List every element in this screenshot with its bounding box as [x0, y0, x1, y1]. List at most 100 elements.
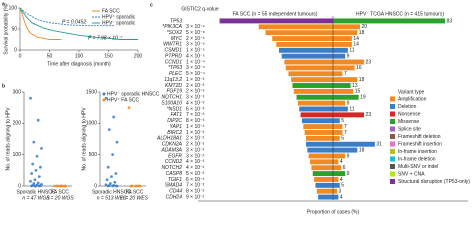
- bar: [333, 135, 340, 141]
- legend-label: In-frame insertion: [398, 149, 437, 155]
- data-point: [113, 180, 117, 184]
- column-header: GISTIC2 q-value: [181, 6, 218, 12]
- value-label: 5: [341, 183, 344, 189]
- value-label: 4: [340, 159, 343, 165]
- data-point: [31, 162, 35, 166]
- gene-label: ALDH18A1: [156, 136, 182, 142]
- legend-swatch: [390, 126, 395, 132]
- bar: [304, 130, 333, 135]
- panel-label: c: [150, 2, 153, 8]
- bar: [292, 83, 333, 88]
- value-label: 9: [347, 153, 350, 159]
- q-value: 4 × 10⁻⁵: [186, 53, 205, 59]
- data-point: [58, 184, 62, 188]
- legend-label: Nonsense: [398, 111, 421, 117]
- legend-label: Frameshift insertion: [398, 141, 442, 147]
- legend-swatch: [390, 164, 395, 169]
- x-tick-note: n = 20 WGS: [46, 195, 74, 201]
- bar: [333, 83, 351, 88]
- value-label: 18: [359, 30, 365, 36]
- gene-label: CD44: [169, 189, 182, 195]
- bar: [291, 77, 333, 83]
- q-value: 2 × 10⁻²: [186, 136, 205, 142]
- data-point: [34, 168, 38, 172]
- legend-label: Frameshift deletion: [398, 134, 441, 140]
- data-point: [114, 184, 118, 188]
- legend-swatch: [390, 171, 395, 177]
- data-point: [107, 128, 111, 132]
- y-tick-label: 1000: [86, 121, 97, 127]
- data-point: [40, 147, 43, 150]
- data-point: [134, 184, 138, 188]
- legend-label: Splice site: [398, 126, 421, 132]
- value-label: 14: [353, 36, 359, 42]
- q-value: 8 × 10⁻³: [186, 118, 205, 124]
- bar: [308, 153, 333, 159]
- x-tick-label: FA SCC: [51, 189, 69, 195]
- bar: [296, 94, 333, 100]
- bar: [318, 194, 333, 200]
- bar: [333, 30, 358, 36]
- value-label: 19: [360, 95, 366, 101]
- bar: [333, 124, 343, 130]
- value-label: 83: [447, 18, 453, 24]
- q-value: 2 × 10⁻²: [186, 142, 205, 148]
- x-tick-note: n = 513 WES: [97, 195, 127, 201]
- legend-label: FA SCC: [102, 8, 120, 14]
- value-label: 6: [343, 165, 346, 171]
- data-point: [115, 140, 119, 144]
- bar: [288, 71, 333, 77]
- q-value: 2 × 10⁻⁶: [186, 36, 205, 42]
- q-value: 6 × 10⁻³: [186, 106, 205, 112]
- gene-label: MYC: [171, 36, 183, 42]
- legend-swatch: [390, 156, 395, 162]
- gene-label: *TP63: [168, 65, 182, 71]
- x-tick-label: 0: [19, 53, 22, 59]
- bar: [284, 59, 333, 65]
- bar: [311, 165, 333, 171]
- value-label: 13: [352, 83, 358, 89]
- bar: [333, 194, 339, 200]
- q-value: 1 × 10⁻³: [186, 77, 205, 83]
- gene-label: BIRC2: [167, 130, 182, 136]
- legend-title: Variant type: [398, 89, 425, 95]
- bar: [219, 18, 333, 24]
- bar: [333, 88, 354, 94]
- gene-label: NOTCH2: [161, 165, 182, 171]
- gene-label: TGIF1: [168, 177, 182, 183]
- q-value: 9 × 10⁻²: [186, 194, 205, 200]
- data-point: [29, 96, 32, 100]
- value-label: 4: [340, 177, 343, 183]
- data-point: [106, 165, 110, 169]
- value-label: 7: [344, 124, 347, 130]
- legend-label: HPV⁺ sporadic: [102, 14, 136, 20]
- bar: [333, 165, 342, 171]
- bar: [333, 18, 446, 24]
- y-tick-label: 0: [18, 183, 21, 189]
- x-tick-label: 50: [47, 53, 53, 59]
- legend-swatch: [390, 96, 395, 102]
- value-label: 9: [347, 171, 350, 177]
- gene-label: EGFR: [168, 153, 182, 159]
- bar: [306, 141, 333, 147]
- q-value: 2 × 10⁻³: [186, 89, 205, 95]
- x-axis-label: Time after diagnosis (month): [47, 61, 111, 67]
- data-point: [104, 96, 108, 100]
- q-value: 1 × 10⁻²: [186, 130, 205, 136]
- bar: [333, 47, 348, 53]
- p-value: P = 0.0452: [62, 19, 86, 25]
- data-point: [36, 181, 40, 185]
- gene-label: YAP1: [169, 124, 182, 130]
- q-value: 1 × 10⁻⁴: [186, 59, 205, 65]
- data-point: [104, 183, 108, 187]
- q-value: 4 × 10⁻³: [186, 100, 205, 106]
- value-label: 14: [353, 42, 359, 48]
- data-point: [112, 115, 116, 119]
- data-point: [111, 153, 114, 157]
- gene-label: NOTCH1: [161, 95, 182, 101]
- bar: [333, 159, 339, 165]
- legend-label: SNV + CNA: [398, 171, 425, 177]
- data-point: [55, 184, 59, 188]
- bar: [299, 106, 333, 112]
